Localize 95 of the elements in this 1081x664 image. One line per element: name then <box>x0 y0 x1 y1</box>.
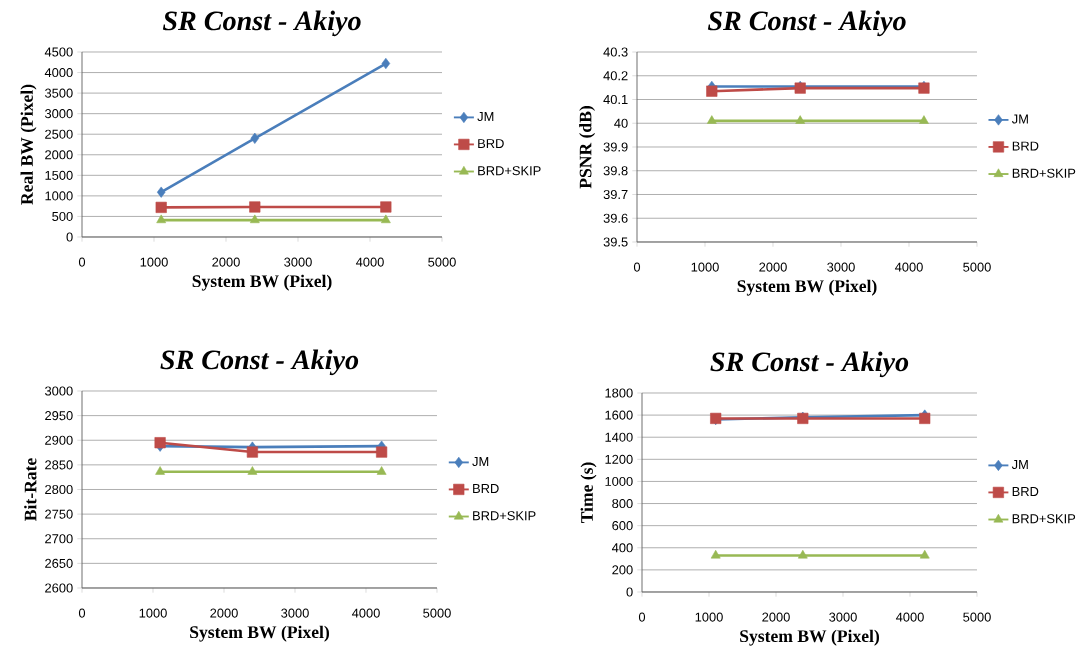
y-axis-title: Time (s) <box>580 462 597 524</box>
point <box>155 201 167 213</box>
y-axis-title: Real BW (Pixel) <box>20 84 37 205</box>
y-tick-label: 1600 <box>605 410 633 420</box>
chart-title: SR Const - Akiyo <box>710 351 909 378</box>
y-tick-label: 600 <box>612 521 633 531</box>
y-tick-label: 1400 <box>605 432 633 442</box>
x-tick-label: 0 <box>638 612 646 622</box>
legend-label: BRD+SKIP <box>478 166 541 176</box>
x-tick-label: 3000 <box>284 257 312 267</box>
y-tick-label: 2600 <box>45 583 73 593</box>
legend-label: BRD <box>1012 487 1039 496</box>
y-tick-label: 39.9 <box>603 142 628 152</box>
y-tick-label: 4500 <box>44 47 73 57</box>
y-tick-label: 40.1 <box>603 94 628 105</box>
y-tick-label: 0 <box>626 587 633 597</box>
x-tick-label: 0 <box>78 257 86 267</box>
y-tick-label: 39.7 <box>603 189 628 200</box>
y-tick-label: 3500 <box>45 88 73 98</box>
x-tick-label: 5000 <box>423 608 451 618</box>
x-tick-label: 2000 <box>212 257 240 267</box>
y-tick-label: 2000 <box>45 150 73 160</box>
legend-label: BRD <box>473 484 499 493</box>
legend-label: BRD+SKIP <box>473 511 536 521</box>
y-tick-label: 2950 <box>45 411 73 421</box>
x-tick-label: 5000 <box>428 257 456 267</box>
x-tick-label: 0 <box>633 262 641 272</box>
point <box>250 132 260 144</box>
y-tick-label: 0 <box>66 232 73 242</box>
legend-label: JM <box>477 112 494 122</box>
y-tick-label: 39.5 <box>603 237 628 247</box>
x-tick-label: 2000 <box>762 612 790 622</box>
legend-label: BRD <box>478 139 504 148</box>
x-tick-label: 3000 <box>827 262 855 272</box>
x-tick-label: 1000 <box>695 612 723 622</box>
y-tick-label: 200 <box>612 565 633 575</box>
y-tick-label: 2650 <box>45 558 73 568</box>
point <box>156 186 166 198</box>
x-tick-label: 3000 <box>829 612 857 622</box>
y-axis-title: Bit-Rate <box>24 458 37 521</box>
legend-label: JM <box>1011 460 1028 470</box>
y-tick-label: 2750 <box>45 509 73 519</box>
y-tick-label: 1000 <box>605 476 633 486</box>
y-tick-label: 2700 <box>45 534 73 544</box>
x-tick-label: 4000 <box>894 262 923 272</box>
y-tick-label: 1200 <box>605 454 633 464</box>
y-tick-label: 4000 <box>44 68 73 78</box>
x-tick-label: 3000 <box>281 608 309 618</box>
y-tick-label: 2500 <box>45 129 73 139</box>
legend-label: BRD <box>1012 141 1039 151</box>
x-tick-label: 5000 <box>963 612 991 622</box>
y-tick-label: 3000 <box>45 386 73 396</box>
y-tick-label: 400 <box>611 543 633 553</box>
y-tick-label: 800 <box>612 498 633 509</box>
y-tick-label: 40 <box>614 118 628 128</box>
y-tick-label: 39.8 <box>603 166 628 176</box>
y-tick-label: 2900 <box>45 435 73 445</box>
legend-label: JM <box>472 457 489 467</box>
point <box>380 201 392 213</box>
x-tick-label: 2000 <box>759 262 787 272</box>
point <box>249 214 260 224</box>
y-tick-label: 1800 <box>605 388 633 398</box>
x-tick-label: 4000 <box>355 257 384 267</box>
point <box>381 57 391 70</box>
x-tick-label: 5000 <box>963 262 991 272</box>
x-tick-label: 4000 <box>351 608 380 618</box>
legend-label: BRD+SKIP <box>1012 168 1076 178</box>
x-tick-label: 0 <box>78 608 86 618</box>
x-axis-title: System BW (Pixel) <box>737 279 877 296</box>
x-axis-title: System BW (Pixel) <box>740 629 880 646</box>
y-tick-label: 500 <box>52 211 73 221</box>
legend-label: JM <box>1011 114 1028 124</box>
x-tick-label: 1000 <box>140 257 168 267</box>
y-tick-label: 1500 <box>45 170 73 180</box>
x-axis-title: System BW (Pixel) <box>190 625 329 642</box>
x-tick-label: 1000 <box>691 262 719 272</box>
chart-title: SR Const - Akiyo <box>162 10 361 37</box>
y-tick-label: 1000 <box>45 191 73 201</box>
x-tick-label: 4000 <box>895 612 924 622</box>
chart-title: SR Const - Akiyo <box>160 349 359 376</box>
x-tick-label: 1000 <box>139 608 167 618</box>
y-tick-label: 3000 <box>45 109 73 119</box>
x-axis-title: System BW (Pixel) <box>192 274 332 291</box>
legend-label: BRD+SKIP <box>1012 514 1076 524</box>
point <box>249 201 261 213</box>
y-tick-label: 39.6 <box>603 213 628 223</box>
y-tick-label: 2850 <box>45 460 73 470</box>
chart-title: SR Const - Akiyo <box>707 10 906 37</box>
y-tick-label: 40.3 <box>603 47 628 57</box>
y-axis-title: PSNR (dB) <box>579 106 596 189</box>
point <box>380 214 391 224</box>
y-tick-label: 40.2 <box>603 71 628 81</box>
x-tick-label: 2000 <box>210 608 238 618</box>
y-tick-label: 2800 <box>45 484 73 495</box>
point <box>156 214 167 224</box>
